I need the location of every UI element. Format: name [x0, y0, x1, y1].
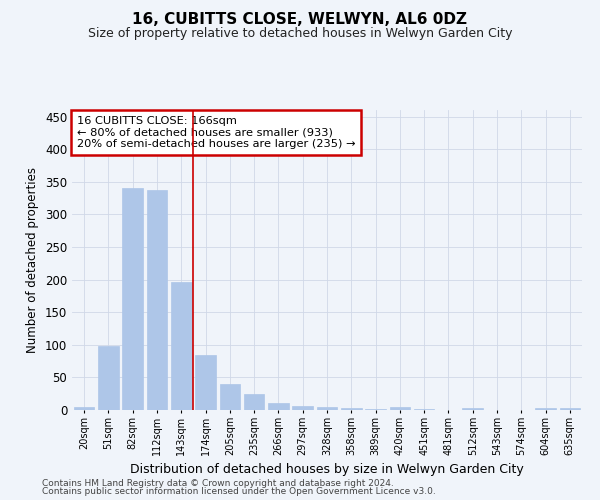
Text: Size of property relative to detached houses in Welwyn Garden City: Size of property relative to detached ho…	[88, 28, 512, 40]
Bar	[535, 408, 556, 410]
Bar	[220, 384, 240, 410]
Text: Contains HM Land Registry data © Crown copyright and database right 2024.: Contains HM Land Registry data © Crown c…	[42, 478, 394, 488]
Bar	[317, 406, 337, 410]
Bar	[560, 408, 580, 410]
Bar	[365, 408, 386, 410]
Bar	[98, 346, 119, 410]
Bar	[195, 354, 216, 410]
Text: Contains public sector information licensed under the Open Government Licence v3: Contains public sector information licen…	[42, 487, 436, 496]
Bar	[146, 190, 167, 410]
Bar	[122, 188, 143, 410]
Bar	[171, 282, 191, 410]
Bar	[341, 408, 362, 410]
Bar	[244, 394, 265, 410]
Bar	[463, 408, 483, 410]
Bar	[389, 406, 410, 410]
Bar	[414, 408, 434, 410]
Text: 16, CUBITTS CLOSE, WELWYN, AL6 0DZ: 16, CUBITTS CLOSE, WELWYN, AL6 0DZ	[133, 12, 467, 28]
X-axis label: Distribution of detached houses by size in Welwyn Garden City: Distribution of detached houses by size …	[130, 464, 524, 476]
Bar	[268, 403, 289, 410]
Bar	[74, 406, 94, 410]
Text: 16 CUBITTS CLOSE: 166sqm
← 80% of detached houses are smaller (933)
20% of semi-: 16 CUBITTS CLOSE: 166sqm ← 80% of detach…	[77, 116, 356, 149]
Bar	[292, 406, 313, 410]
Y-axis label: Number of detached properties: Number of detached properties	[26, 167, 40, 353]
